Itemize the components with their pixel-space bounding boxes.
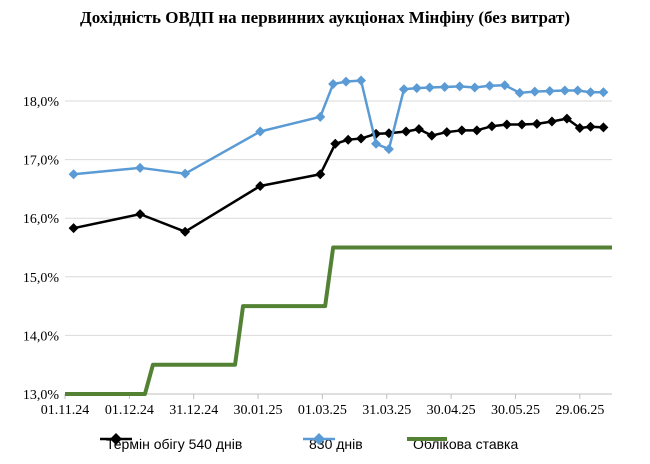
legend-item-830: 830 днів [303,432,363,456]
x-tick-label: 30.01.25 [234,403,283,418]
data-point-1 [383,144,394,155]
data-point-1 [180,168,191,179]
data-point-1 [135,162,146,173]
data-point-1 [315,111,326,122]
data-point-0 [585,121,596,132]
axes [64,393,612,399]
data-point-1 [255,126,266,137]
legend-swatch-discount-rate [407,437,447,441]
y-tick-label: 18,0% [23,95,60,110]
y-tick-label: 14,0% [23,329,60,344]
x-tick-label: 31.12.24 [169,403,218,418]
data-point-1 [411,83,422,94]
x-tick-label: 01.11.24 [41,403,89,418]
data-point-0 [471,125,482,136]
legend-label-540: Термін обігу 540 днів [106,436,243,452]
data-point-0 [356,133,367,144]
data-point-0 [598,122,609,133]
legend-swatch-830 [303,433,335,445]
data-point-1 [585,87,596,98]
data-point-1 [454,81,465,92]
y-tick-label: 15,0% [23,271,60,286]
x-tick-label: 01.12.24 [105,403,154,418]
data-point-1 [559,85,570,96]
legend: Термін обігу 540 днів 830 днів Облікова … [0,432,650,456]
data-point-1 [424,82,435,93]
chart-title: Дохідність ОВДП на первинних аукціонах М… [80,8,570,27]
data-point-0 [531,118,542,129]
data-point-1 [356,75,367,86]
legend-item-discount-rate: Облікова ставка [407,432,518,456]
data-point-1 [398,84,409,95]
data-point-1 [499,80,510,91]
x-tick-labels: 01.11.24 01.12.24 31.12.24 30.01.25 01.03.25… [41,403,605,418]
data-point-1 [469,82,480,93]
data-point-0 [501,119,512,130]
x-tick-label: 29.06.25 [555,403,604,418]
data-point-0 [486,121,497,132]
data-point-1 [484,80,495,91]
data-point-0 [456,125,467,136]
series-line-0 [73,117,604,233]
data-point-1 [514,87,525,98]
y-tick-label: 16,0% [23,212,60,227]
x-tick-label: 01.03.25 [298,403,347,418]
data-point-0 [401,126,412,137]
x-tick-label: 30.04.25 [427,403,476,418]
data-point-1 [341,76,352,87]
series-group [65,75,612,396]
data-point-0 [343,134,354,145]
data-point-0 [561,113,572,124]
legend-swatch-540 [100,433,132,445]
data-point-0 [426,130,437,141]
x-tick-label: 30.05.25 [491,403,540,418]
data-point-1 [598,87,609,98]
data-point-1 [328,79,339,90]
y-tick-label: 13,0% [23,388,60,403]
data-point-1 [529,86,540,97]
data-point-1 [68,169,79,180]
gridlines [65,100,612,336]
y-tick-labels: 13,0% 14,0% 15,0% 16,0% 17,0% 18,0% [23,95,60,403]
data-point-0 [315,169,326,180]
legend-item-540: Термін обігу 540 днів [100,432,242,456]
x-tick-label: 31.03.25 [362,403,411,418]
data-point-0 [441,127,452,138]
data-point-0 [574,122,585,133]
data-point-1 [439,81,450,92]
data-point-0 [413,124,424,135]
data-point-1 [544,86,555,97]
data-point-0 [546,116,557,127]
series-line-2 [65,245,612,396]
data-point-0 [516,119,527,130]
data-point-1 [371,138,382,149]
data-point-0 [68,223,79,234]
data-point-0 [255,180,266,191]
data-point-0 [330,138,341,149]
data-point-0 [135,209,146,220]
y-tick-label: 17,0% [23,154,60,169]
data-point-1 [572,85,583,96]
data-point-0 [180,226,191,237]
